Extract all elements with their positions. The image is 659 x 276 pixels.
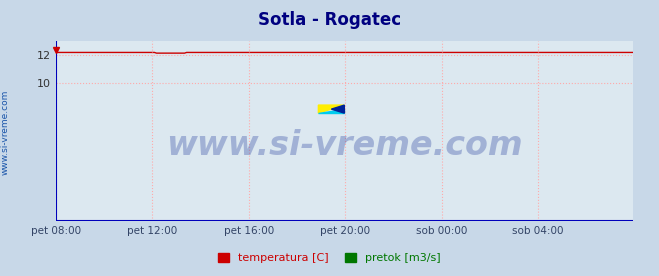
Polygon shape xyxy=(318,109,344,113)
Polygon shape xyxy=(331,105,344,113)
Text: Sotla - Rogatec: Sotla - Rogatec xyxy=(258,11,401,29)
Text: www.si-vreme.com: www.si-vreme.com xyxy=(1,90,10,175)
Legend: temperatura [C], pretok [m3/s]: temperatura [C], pretok [m3/s] xyxy=(214,249,445,268)
Polygon shape xyxy=(318,105,344,113)
Text: www.si-vreme.com: www.si-vreme.com xyxy=(166,129,523,162)
